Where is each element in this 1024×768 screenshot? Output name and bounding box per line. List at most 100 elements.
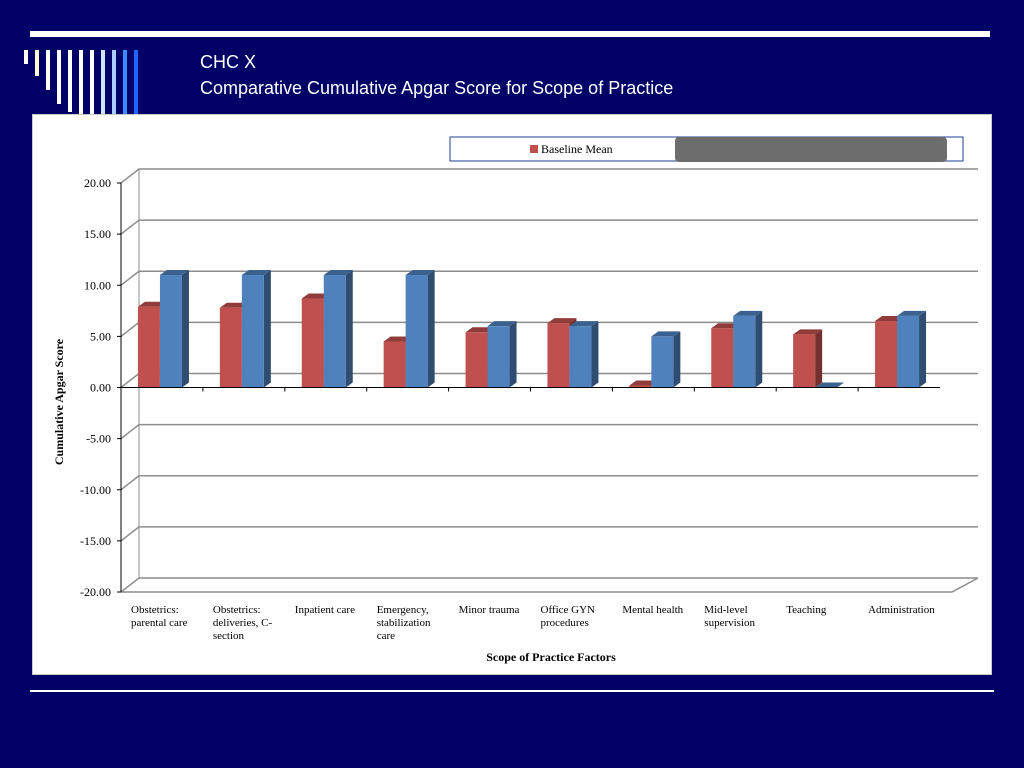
- y-axis-title: Cumulative Apgar Score: [52, 338, 66, 465]
- bar: [651, 331, 681, 388]
- bar-front: [733, 315, 756, 388]
- bar-top: [897, 310, 927, 316]
- bar-front: [629, 385, 652, 388]
- bar-front: [241, 275, 264, 388]
- x-axis-title: Scope of Practice Factors: [486, 650, 616, 664]
- bar-top: [323, 270, 353, 276]
- bar-front: [383, 341, 406, 388]
- bar-front: [487, 326, 510, 388]
- stripe: [68, 50, 72, 112]
- bar-top: [733, 310, 763, 316]
- bar-top: [547, 318, 577, 324]
- category-label: Inpatient care: [295, 604, 355, 616]
- bar: [897, 310, 927, 388]
- category-label: Minor trauma: [459, 604, 520, 616]
- legend-label-baseline: Baseline Mean: [541, 142, 613, 156]
- stripe: [57, 50, 61, 104]
- stripe: [112, 50, 116, 116]
- category-label: Administration: [868, 604, 935, 616]
- y-tick-label: -10.00: [80, 483, 111, 497]
- bar-top: [405, 270, 435, 276]
- bar-top: [487, 321, 517, 327]
- y-tick-label: 15.00: [84, 227, 111, 241]
- bar-side: [263, 270, 271, 388]
- bar-top: [651, 331, 681, 337]
- bar: [405, 270, 435, 388]
- y-tick-label: 0.00: [90, 381, 111, 395]
- gridline: [120, 219, 978, 235]
- bar: [733, 310, 763, 388]
- floor-edge: [121, 577, 979, 593]
- bar-top: [569, 321, 599, 327]
- bar-front: [159, 275, 182, 388]
- stripe: [123, 50, 127, 116]
- stripe: [24, 50, 28, 64]
- bar-side: [673, 331, 681, 388]
- slide-title: CHC X Comparative Cumulative Apgar Score…: [200, 49, 673, 101]
- y-axis: 20.00 15.00 10.00 5.00 0.00 -5.00 -10.00 -15.00…: [80, 176, 122, 599]
- bar-front: [323, 275, 346, 388]
- bar-top: [711, 323, 741, 329]
- category-label: Office GYN procedures: [541, 604, 596, 629]
- category-label: Obstetrics: deliveries, C-section: [213, 604, 273, 642]
- bar-side: [345, 270, 353, 388]
- legend-redaction: [675, 137, 947, 162]
- bar: [159, 270, 189, 388]
- y-tick-label: -15.00: [80, 534, 111, 548]
- bar-side: [755, 310, 763, 388]
- bar-side: [591, 321, 599, 388]
- bar-front: [547, 323, 570, 388]
- gridline: [120, 168, 978, 184]
- bar-front: [711, 328, 734, 388]
- bar-top: [137, 301, 167, 307]
- bar-top: [629, 380, 659, 386]
- category-label: Emergency, stabilization care: [377, 604, 431, 642]
- bar-top: [159, 270, 189, 276]
- slide-title-line2: Comparative Cumulative Apgar Score for S…: [200, 78, 674, 98]
- bar-top: [465, 327, 495, 333]
- category-label: Mental health: [622, 604, 683, 616]
- x-axis: Obstetrics: parental care Obstetrics: deliv…: [120, 387, 940, 642]
- stripe: [46, 50, 50, 90]
- bar-top: [793, 329, 823, 335]
- y-tick-label: 10.00: [84, 278, 111, 292]
- stripe: [79, 50, 83, 116]
- bar-front: [219, 307, 242, 388]
- gridline: [120, 526, 978, 542]
- bar-front: [405, 275, 428, 388]
- bar-top: [383, 336, 413, 342]
- bar-front: [301, 298, 324, 388]
- bar-chart: 20.00 15.00 10.00 5.00 0.00 -5.00 -10.00 -15.00…: [52, 136, 979, 664]
- y-tick-label: 20.00: [84, 176, 111, 190]
- bottom-rule: [30, 690, 994, 692]
- stripe: [134, 50, 138, 116]
- bar: [241, 270, 271, 388]
- bar-side: [919, 310, 927, 388]
- y-tick-label: -20.00: [80, 585, 111, 599]
- decorative-stripes: [24, 50, 174, 116]
- bar-front: [569, 326, 592, 388]
- bar-side: [427, 270, 435, 388]
- bar-front: [465, 332, 488, 388]
- bar-side: [815, 329, 823, 388]
- bar-top: [241, 270, 271, 276]
- bar-top: [875, 316, 905, 322]
- bar-top: [815, 382, 845, 388]
- bar-top: [301, 293, 331, 299]
- gridline: [120, 423, 978, 440]
- category-label: Obstetrics: parental care: [131, 604, 188, 629]
- category-label: Mid-level supervision: [704, 604, 755, 629]
- y-tick-label: 5.00: [90, 329, 111, 343]
- bar-front: [875, 321, 898, 388]
- bar: [323, 270, 353, 388]
- stripe: [35, 50, 39, 76]
- bar-front: [651, 336, 674, 388]
- gridline: [120, 577, 978, 593]
- stripe: [90, 50, 94, 116]
- bar-side: [181, 270, 189, 388]
- gridline: [120, 475, 978, 491]
- bar-side: [509, 321, 517, 388]
- bars: [137, 270, 927, 388]
- bar: [793, 329, 823, 388]
- bar-front: [137, 306, 160, 388]
